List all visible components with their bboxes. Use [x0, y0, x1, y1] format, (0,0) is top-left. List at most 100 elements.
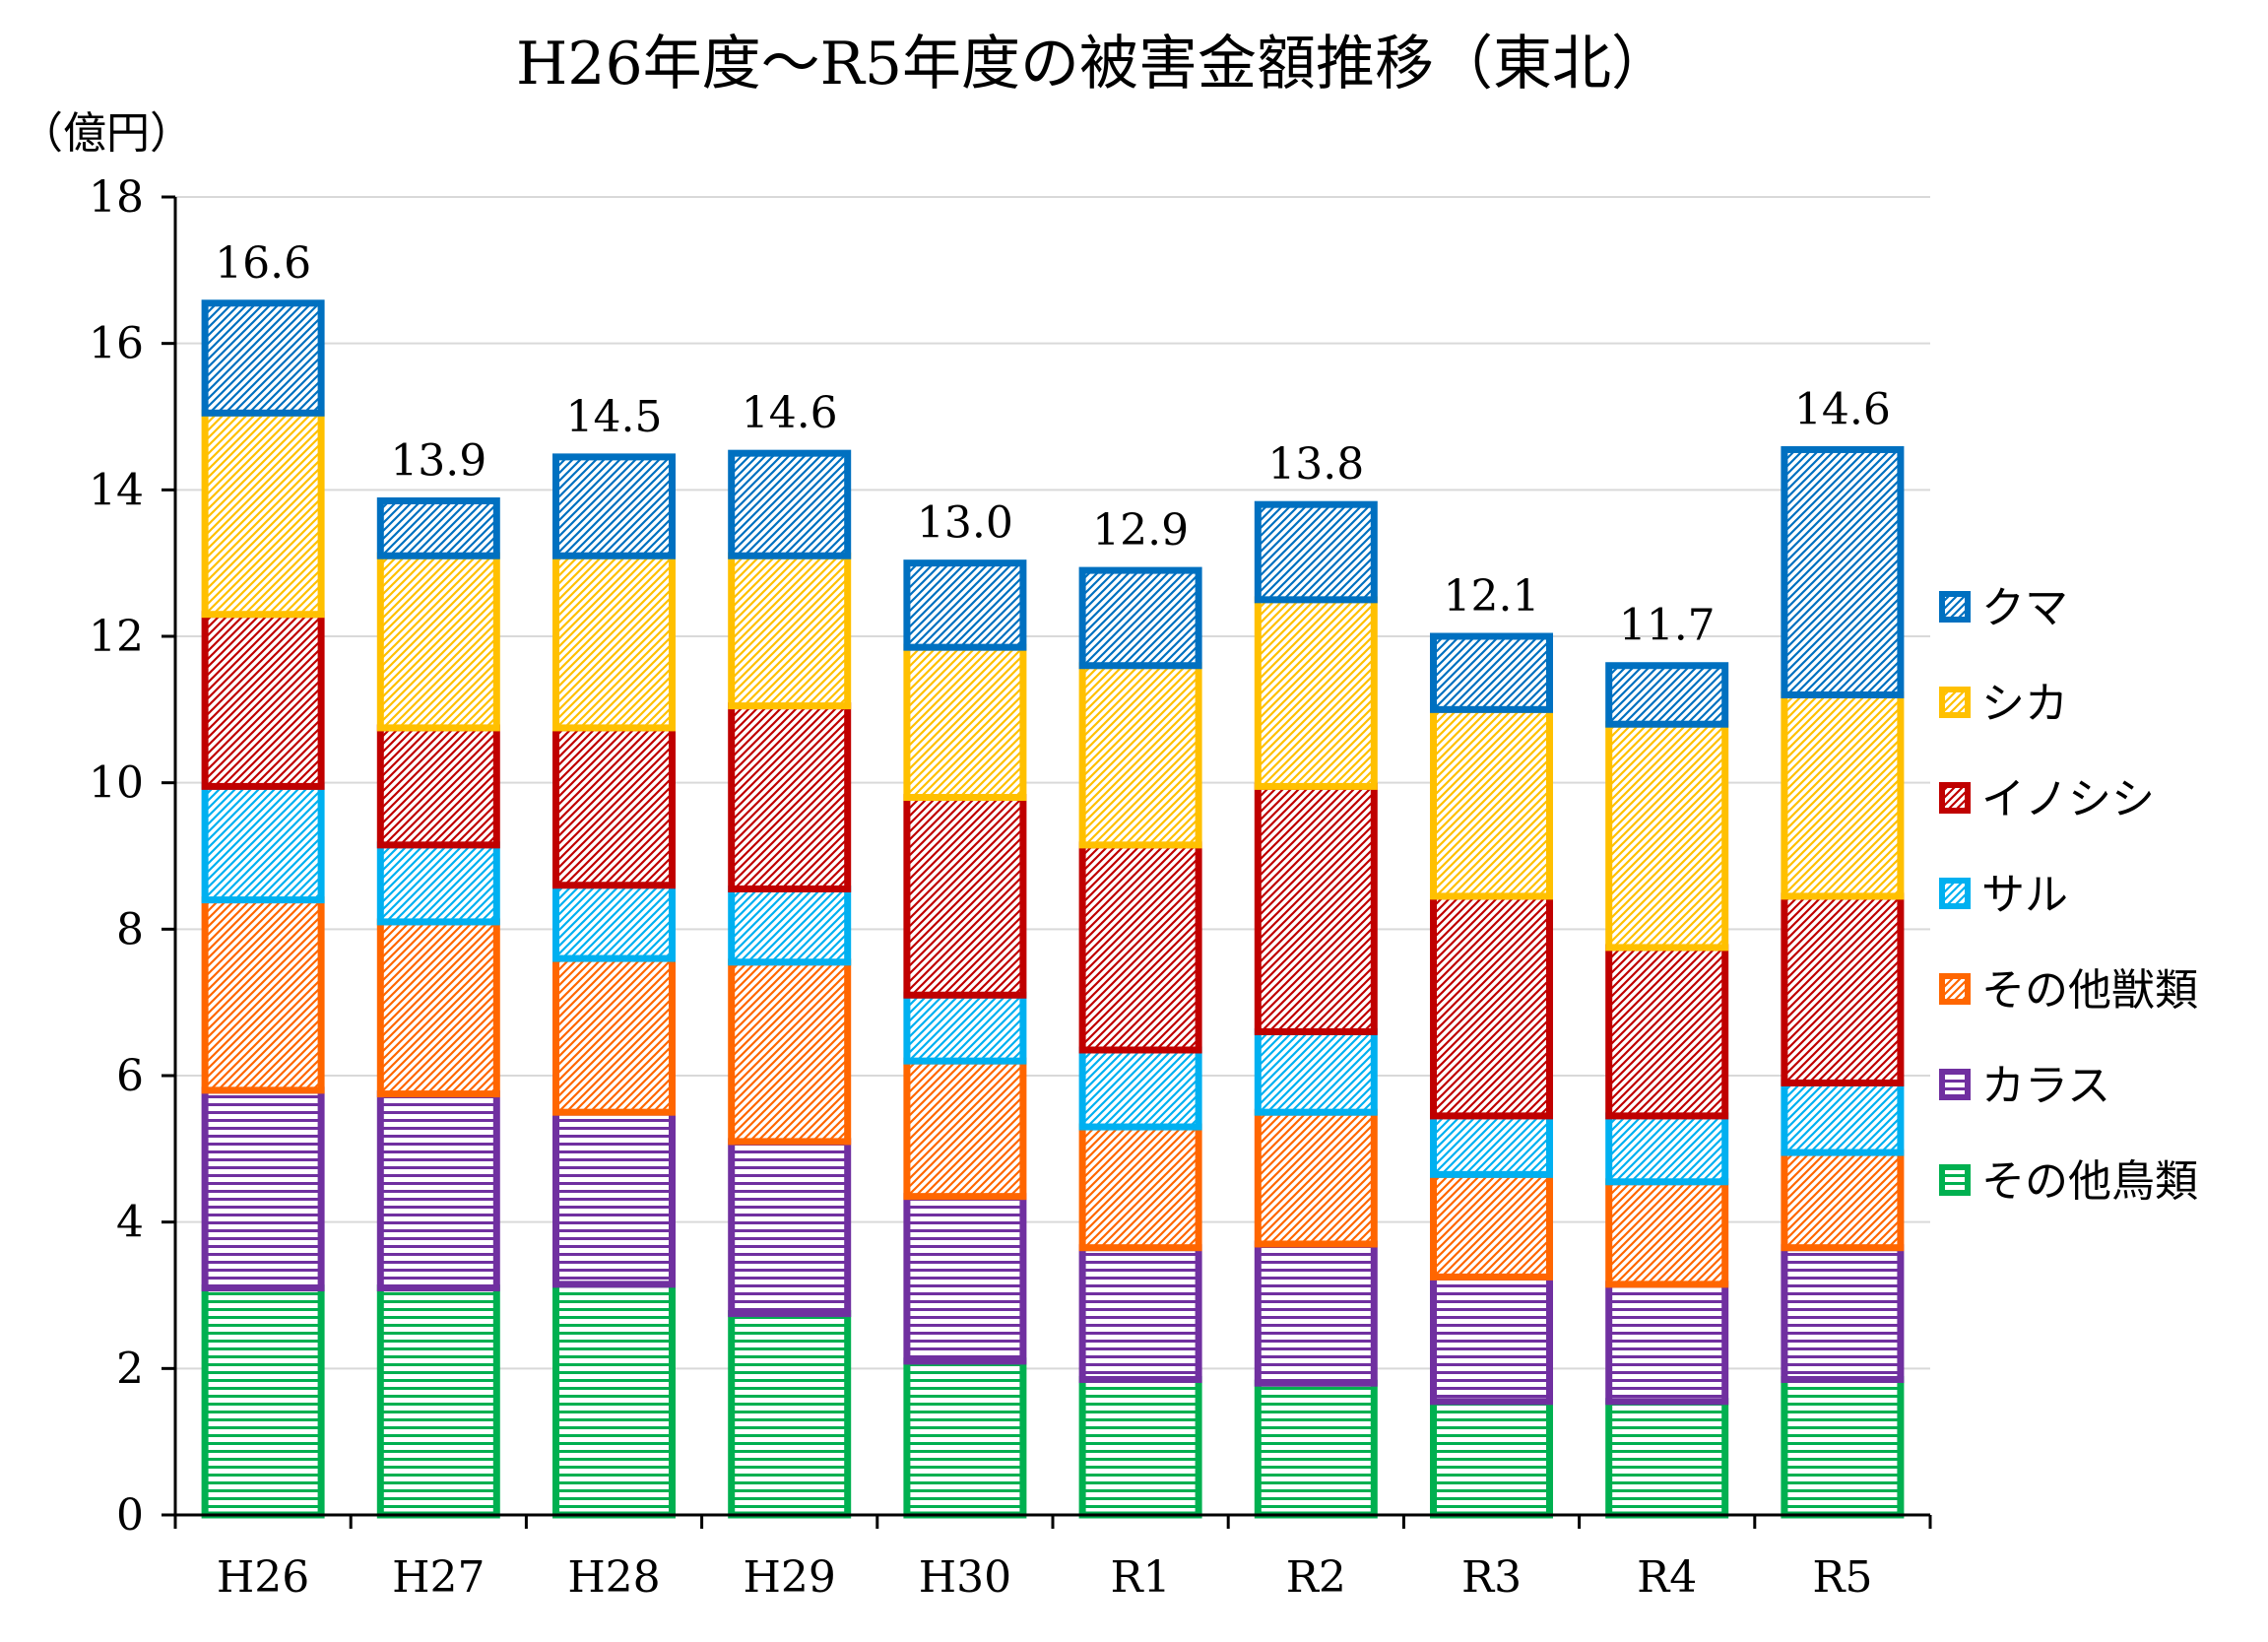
- bar-segment: [903, 1057, 1027, 1201]
- y-tick-label: 8: [116, 904, 144, 954]
- bar-segment: [1605, 1112, 1729, 1186]
- legend-label: サル: [1981, 870, 2068, 920]
- bar-segment: [201, 1086, 325, 1292]
- bar-segment: [1078, 1375, 1202, 1519]
- bar-segment: [1781, 1079, 1905, 1156]
- y-axis-unit-label: （億円）: [20, 108, 193, 159]
- bar-total-label: 16.6: [215, 238, 311, 289]
- bar-segment: [728, 885, 852, 966]
- bar-segment: [903, 559, 1027, 651]
- bar-segment: [1430, 632, 1553, 713]
- bar-segment: [1430, 1273, 1553, 1406]
- bar-segment: [1781, 1244, 1905, 1383]
- y-tick-label: 10: [89, 758, 144, 809]
- bar-segment: [201, 896, 325, 1094]
- bar-segment: [376, 496, 500, 559]
- legend-label: クマ: [1981, 583, 2068, 633]
- bar-segment: [376, 1284, 500, 1519]
- legend-label: その他鳥類: [1981, 1156, 2198, 1207]
- bar-segment: [903, 643, 1027, 802]
- bar-segment: [1605, 1398, 1729, 1519]
- bar-total-label: 12.1: [1444, 571, 1540, 622]
- bar-total-label: 13.9: [390, 435, 486, 486]
- bar-segment: [1605, 1178, 1729, 1288]
- bar-segment: [1078, 841, 1202, 1054]
- legend-label: イノシシ: [1981, 774, 2155, 824]
- bar-total-label: 13.8: [1267, 439, 1364, 490]
- bar-segment: [1781, 445, 1905, 698]
- bar-segment: [376, 918, 500, 1098]
- bar-segment: [552, 453, 676, 559]
- legend-swatch: [1939, 878, 1971, 909]
- bar-segment: [1781, 892, 1905, 1086]
- bar-segment: [1781, 690, 1905, 900]
- x-tick-label: R5: [1812, 1552, 1872, 1603]
- bar-segment: [1781, 1375, 1905, 1519]
- bar-segment: [728, 449, 852, 559]
- legend-swatch: [1939, 591, 1971, 623]
- bar-segment: [1254, 1379, 1378, 1519]
- bar-segment: [1254, 782, 1378, 1035]
- x-tick-label: H28: [567, 1552, 660, 1603]
- bar-segment: [552, 1281, 676, 1519]
- bar-segment: [1078, 1123, 1202, 1252]
- bar-segment: [1605, 1281, 1729, 1406]
- x-tick-label: R2: [1286, 1552, 1346, 1603]
- bar-segment: [376, 552, 500, 732]
- y-tick-label: 6: [116, 1051, 144, 1101]
- bar-segment: [1254, 1240, 1378, 1387]
- y-tick-label: 14: [89, 465, 144, 515]
- bar-segment: [376, 841, 500, 926]
- bar-segment: [552, 1108, 676, 1288]
- bar-segment: [728, 1138, 852, 1318]
- bar-segment: [728, 552, 852, 710]
- bar-segment: [728, 1310, 852, 1519]
- x-tick-label: R1: [1111, 1552, 1171, 1603]
- bar-segment: [1605, 944, 1729, 1120]
- x-tick-label: H29: [744, 1552, 836, 1603]
- bar-segment: [1430, 1170, 1553, 1281]
- bar-total-label: 12.9: [1092, 505, 1189, 556]
- legend-label: その他獣類: [1981, 965, 2198, 1016]
- bar-segment: [1078, 1046, 1202, 1131]
- legend-label: カラス: [1981, 1061, 2110, 1111]
- bar-total-label: 14.5: [566, 392, 663, 442]
- bar-segment: [1254, 1108, 1378, 1248]
- bar-segment: [1430, 1112, 1553, 1178]
- bar-segment: [903, 1357, 1027, 1519]
- bar-segment: [903, 794, 1027, 999]
- x-tick-label: H26: [217, 1552, 309, 1603]
- bar-segment: [1430, 705, 1553, 900]
- x-tick-label: H30: [919, 1552, 1011, 1603]
- chart-title: H26年度～R5年度の被害金額推移（東北）: [516, 30, 1670, 99]
- bar-segment: [552, 724, 676, 889]
- bar-segment: [201, 782, 325, 904]
- bar-total-label: 11.7: [1619, 601, 1716, 651]
- legend-swatch: [1939, 782, 1971, 814]
- bar-segment: [1781, 1149, 1905, 1252]
- bar-segment: [1078, 662, 1202, 849]
- legend-swatch: [1939, 973, 1971, 1005]
- bar-segment: [1254, 500, 1378, 604]
- y-tick-label: 2: [116, 1344, 144, 1394]
- bar-segment: [201, 409, 325, 619]
- bar-segment: [1078, 1244, 1202, 1383]
- y-tick-label: 4: [116, 1198, 144, 1248]
- labels: 16.6 H26 13.9 H27 14.5 H28 14.6 H29 13.0 H30 12.9 R…: [89, 172, 1891, 1603]
- legend-swatch: [1939, 687, 1971, 718]
- bar-total-label: 13.0: [917, 498, 1013, 549]
- bar-segment: [903, 1193, 1027, 1365]
- bars: [201, 299, 1905, 1519]
- bar-segment: [552, 552, 676, 732]
- bar-segment: [1430, 1398, 1553, 1519]
- x-tick-label: R3: [1461, 1552, 1522, 1603]
- y-tick-label: 16: [89, 319, 144, 369]
- bar-segment: [1605, 720, 1729, 952]
- legend-swatch: [1939, 1069, 1971, 1100]
- bar-segment: [903, 991, 1027, 1065]
- bar-segment: [376, 724, 500, 849]
- bar-segment: [1605, 662, 1729, 728]
- bar-segment: [552, 882, 676, 962]
